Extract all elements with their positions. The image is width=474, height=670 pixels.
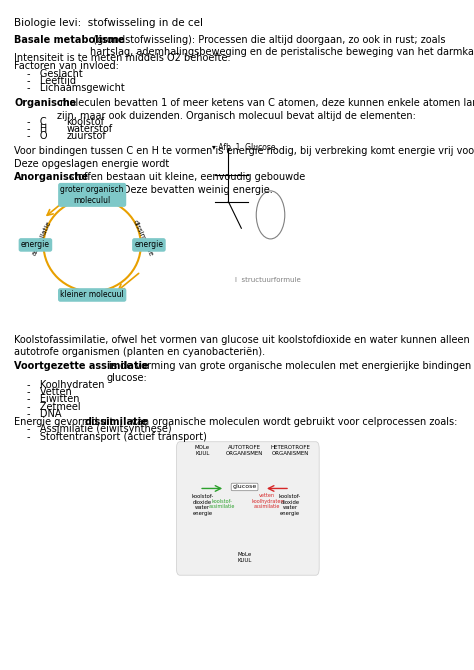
Text: Voortgezette assimilatie: Voortgezette assimilatie: [14, 361, 149, 371]
Text: koolstof-
dioxide
water
energie: koolstof- dioxide water energie: [279, 494, 301, 516]
FancyBboxPatch shape: [176, 442, 319, 576]
Text: AUTOTROFE
ORGANISMEN: AUTOTROFE ORGANISMEN: [226, 446, 263, 456]
Text: Anorganische: Anorganische: [14, 172, 90, 182]
Text: koolstof-
assimilatie: koolstof- assimilatie: [209, 498, 235, 509]
Text: -   C: - C: [27, 117, 47, 127]
Text: energie: energie: [21, 241, 50, 249]
Text: l  structuurformule: l structuurformule: [235, 277, 301, 283]
Text: -   Leeftijd: - Leeftijd: [27, 76, 76, 86]
Text: Voor bindingen tussen C en H te vormen is energie nodig, bij verbreking komt ene: Voor bindingen tussen C en H te vormen i…: [14, 146, 474, 169]
Text: ▾ Afb. 1  Glucose.: ▾ Afb. 1 Glucose.: [212, 143, 278, 151]
Text: Basale metabolisme: Basale metabolisme: [14, 35, 125, 45]
Text: Organische: Organische: [14, 98, 77, 108]
Text: dissimilatie: dissimilatie: [131, 219, 154, 257]
Text: HETEROTROFE
ORGANISMEN: HETEROTROFE ORGANISMEN: [270, 446, 310, 456]
Text: MoLe
KUUL: MoLe KUUL: [237, 552, 252, 563]
Text: -   Eiwitten: - Eiwitten: [27, 395, 80, 405]
Text: waterstof: waterstof: [66, 124, 112, 134]
Text: Intensiteit is te meten middels O2 behoefte.: Intensiteit is te meten middels O2 behoe…: [14, 54, 231, 64]
Text: energie: energie: [135, 241, 164, 249]
Text: -   Geslacht: - Geslacht: [27, 69, 83, 79]
Text: is de vorming van grote organische moleculen met energierijke bindingen uit
gluc: is de vorming van grote organische molec…: [107, 361, 474, 383]
Text: assimilatie: assimilatie: [31, 220, 53, 257]
Text: dissimilatie: dissimilatie: [84, 417, 148, 427]
Text: koolstof-
dioxide
water
energie: koolstof- dioxide water energie: [191, 494, 214, 516]
Text: kleiner molecuul: kleiner molecuul: [60, 291, 124, 299]
Text: -   O: - O: [27, 131, 48, 141]
Text: -   Zetmeel: - Zetmeel: [27, 402, 81, 412]
Text: -   Lichaamsgewicht: - Lichaamsgewicht: [27, 84, 125, 93]
Text: -   Stoftentransport (actief transport): - Stoftentransport (actief transport): [27, 431, 207, 442]
Text: vetten
koolhydraten
assimilatie: vetten koolhydraten assimilatie: [251, 493, 283, 509]
Text: Koolstofassimilatie, ofwel het vormen van glucose uit koolstofdioxide en water k: Koolstofassimilatie, ofwel het vormen va…: [14, 335, 470, 357]
Text: Factoren van invloed:: Factoren van invloed:: [14, 62, 119, 72]
Text: stoffen bestaan uit kleine, eenvoudig gebouwde
moleculen. Deze bevatten weinig e: stoffen bestaan uit kleine, eenvoudig ge…: [66, 172, 305, 194]
Text: Biologie levi:  stofwisseling in de cel: Biologie levi: stofwisseling in de cel: [14, 18, 203, 28]
Text: -   H: - H: [27, 124, 47, 134]
Text: Energie gevormd uit: Energie gevormd uit: [14, 417, 117, 427]
Text: -   Vetten: - Vetten: [27, 387, 72, 397]
Text: -   DNA: - DNA: [27, 409, 62, 419]
Text: -   Koolhydraten: - Koolhydraten: [27, 380, 105, 390]
Text: MOLe
KUUL: MOLe KUUL: [195, 446, 210, 456]
Text: groter organisch
moleculul: groter organisch moleculul: [60, 185, 124, 204]
Text: van organische moleculen wordt gebruikt voor celprocessen zoals:: van organische moleculen wordt gebruikt …: [128, 417, 457, 427]
Text: glucose: glucose: [232, 484, 257, 490]
Text: koolstof: koolstof: [66, 117, 104, 127]
Text: moleculen bevatten 1 of meer ketens van C atomen, deze kunnen enkele atomen lang: moleculen bevatten 1 of meer ketens van …: [57, 98, 474, 121]
Text: -   Assimilatie (eiwitsynthese): - Assimilatie (eiwitsynthese): [27, 424, 172, 434]
Text: (grondstofwisseling): Processen die altijd doorgaan, zo ook in rust; zoals
harts: (grondstofwisseling): Processen die alti…: [90, 35, 474, 57]
Text: zuurstof: zuurstof: [66, 131, 106, 141]
